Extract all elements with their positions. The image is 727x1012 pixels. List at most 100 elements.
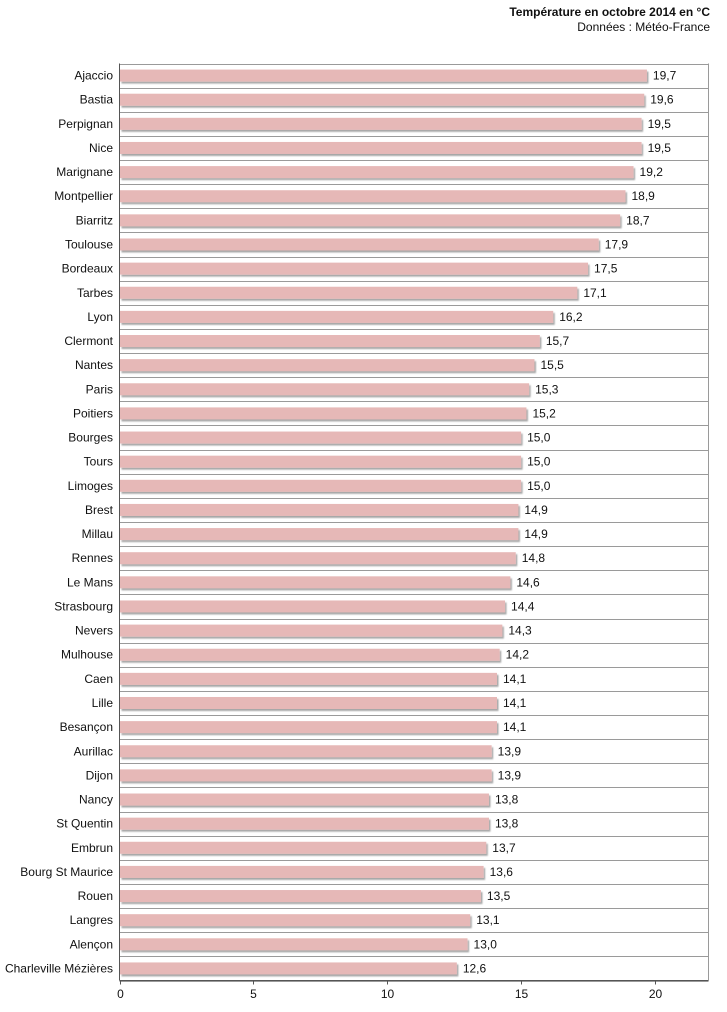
- x-tick-label: 5: [250, 987, 257, 1001]
- category-label: Dijon: [86, 768, 113, 782]
- category-label: Tours: [84, 455, 113, 469]
- value-label: 15,0: [527, 455, 551, 469]
- bar: [120, 383, 530, 396]
- bar: [120, 745, 492, 758]
- category-label: Nevers: [75, 624, 113, 638]
- bar: [120, 769, 492, 782]
- bar: [120, 841, 487, 854]
- value-label: 19,5: [648, 141, 672, 155]
- labels: Ajaccio 19,7 Bastia 19,6 Perpignan 19,5 Nice 19…: [5, 69, 677, 976]
- category-label: Strasbourg: [54, 599, 113, 613]
- category-label: Tarbes: [77, 286, 113, 300]
- category-label: Perpignan: [58, 117, 113, 131]
- category-label: Rouen: [78, 889, 113, 903]
- category-label: Poitiers: [73, 406, 113, 420]
- category-label: Bordeaux: [62, 262, 113, 276]
- bar: [120, 407, 527, 420]
- value-label: 13,6: [490, 865, 514, 879]
- bar: [120, 93, 645, 106]
- bar: [120, 190, 626, 203]
- category-label: Besançon: [60, 720, 113, 734]
- bar: [120, 117, 642, 130]
- value-label: 19,5: [648, 117, 672, 131]
- category-label: Lille: [92, 696, 114, 710]
- category-label: Millau: [82, 527, 113, 541]
- bar: [120, 262, 589, 275]
- category-label: Bourg St Maurice: [20, 865, 113, 879]
- value-label: 12,6: [463, 961, 487, 975]
- chart-title: Température en octobre 2014 en °C: [509, 5, 710, 19]
- chart-source: Données : Météo-France: [577, 20, 710, 34]
- bar: [120, 672, 497, 685]
- category-label: Paris: [86, 382, 113, 396]
- value-label: 18,9: [632, 189, 656, 203]
- value-label: 15,7: [546, 334, 570, 348]
- bar: [120, 238, 599, 251]
- category-label: Biarritz: [76, 213, 113, 227]
- bar: [120, 310, 554, 323]
- category-label: Limoges: [68, 479, 113, 493]
- value-label: 15,2: [532, 406, 556, 420]
- bar: [120, 600, 506, 613]
- category-label: Aurillac: [74, 744, 113, 758]
- value-label: 13,9: [498, 768, 522, 782]
- category-label: Embrun: [71, 841, 113, 855]
- category-label: Le Mans: [67, 575, 113, 589]
- bar: [120, 479, 522, 492]
- category-label: Caen: [84, 672, 113, 686]
- value-label: 13,1: [476, 913, 500, 927]
- bar: [120, 503, 519, 516]
- category-label: Nancy: [79, 793, 113, 807]
- value-label: 13,0: [474, 937, 498, 951]
- value-label: 14,9: [524, 503, 548, 517]
- x-tick-label: 0: [117, 987, 124, 1001]
- value-label: 14,4: [511, 599, 535, 613]
- bar: [120, 455, 522, 468]
- bar: [120, 359, 535, 372]
- bar: [120, 576, 511, 589]
- category-label: Brest: [85, 503, 114, 517]
- category-label: Ajaccio: [74, 69, 113, 83]
- category-label: Alençon: [70, 937, 113, 951]
- value-label: 19,7: [653, 69, 677, 83]
- value-label: 19,6: [650, 93, 674, 107]
- value-label: 14,1: [503, 696, 527, 710]
- value-label: 15,0: [527, 431, 551, 445]
- category-label: St Quentin: [56, 817, 113, 831]
- bar: [120, 431, 522, 444]
- bar: [120, 624, 503, 637]
- category-label: Mulhouse: [61, 648, 113, 662]
- bar: [120, 141, 642, 154]
- x-tick-label: 20: [649, 987, 663, 1001]
- value-label: 17,1: [583, 286, 607, 300]
- value-label: 17,9: [605, 237, 629, 251]
- bar: [120, 721, 497, 734]
- bar: [120, 890, 481, 903]
- bar: [120, 817, 489, 830]
- value-label: 15,5: [540, 358, 564, 372]
- value-label: 14,1: [503, 672, 527, 686]
- value-label: 14,2: [506, 648, 530, 662]
- bar: [120, 552, 516, 565]
- category-label: Clermont: [64, 334, 113, 348]
- category-label: Montpellier: [54, 189, 113, 203]
- axes: 0 5 10 15 20: [117, 63, 709, 1001]
- value-label: 13,9: [498, 744, 522, 758]
- value-label: 15,0: [527, 479, 551, 493]
- category-label: Langres: [70, 913, 113, 927]
- value-label: 13,8: [495, 817, 519, 831]
- bar: [120, 648, 500, 661]
- x-tick-label: 10: [381, 987, 395, 1001]
- bar: [120, 286, 578, 299]
- category-label: Charleville Mézières: [5, 961, 113, 975]
- bars: [120, 69, 647, 975]
- bar: [120, 962, 457, 975]
- value-label: 19,2: [640, 165, 664, 179]
- value-label: 14,9: [524, 527, 548, 541]
- value-label: 14,1: [503, 720, 527, 734]
- x-tick-label: 15: [515, 987, 529, 1001]
- category-label: Nantes: [75, 358, 113, 372]
- category-label: Bourges: [68, 431, 113, 445]
- category-label: Toulouse: [65, 237, 113, 251]
